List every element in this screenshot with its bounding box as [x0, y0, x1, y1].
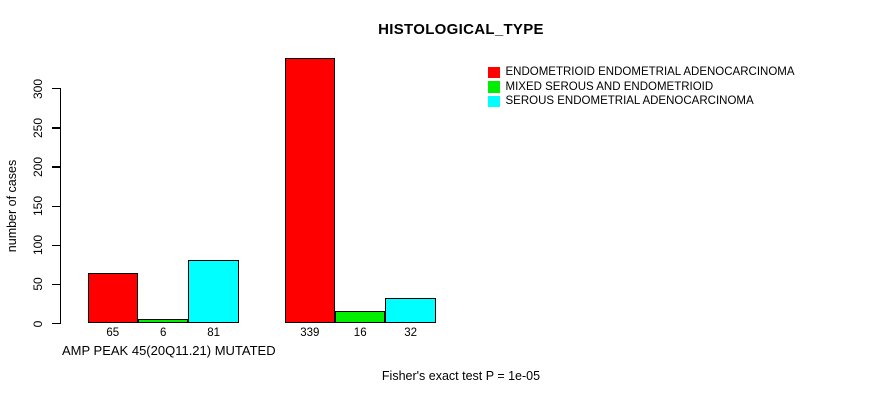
legend: ENDOMETRIOID ENDOMETRIAL ADENOCARCINOMA M… [488, 65, 795, 109]
legend-label: SEROUS ENDOMETRIAL ADENOCARCINOMA [505, 95, 754, 108]
legend-label: ENDOMETRIOID ENDOMETRIAL ADENOCARCINOMA [505, 66, 795, 79]
bar-value-label: 65 [106, 327, 120, 339]
legend-swatch [488, 95, 500, 108]
bar-value-label: 339 [300, 327, 320, 339]
y-axis-tick [52, 205, 61, 207]
y-axis-tick [52, 322, 61, 325]
y-axis-tick-label: 0 [31, 320, 45, 327]
y-axis-tick [52, 88, 61, 90]
y-axis-tick [52, 127, 61, 129]
y-axis-tick [52, 283, 61, 286]
legend-label: MIXED SEROUS AND ENDOMETRIOID [505, 80, 714, 93]
bar-value-label: 81 [207, 327, 220, 339]
bar [188, 260, 239, 324]
legend-swatch [488, 66, 500, 79]
y-axis-tick-label: 100 [31, 235, 45, 256]
bar-value-label: 32 [404, 327, 417, 339]
legend-item: MIXED SEROUS AND ENDOMETRIOID [488, 80, 795, 95]
bar [87, 272, 138, 324]
y-axis-line [60, 88, 62, 324]
legend-item: SEROUS ENDOMETRIAL ADENOCARCINOMA [488, 94, 795, 109]
chart-title: HISTOLOGICAL_TYPE [378, 21, 544, 38]
y-axis-tick [52, 166, 61, 168]
y-axis-tick [52, 244, 61, 246]
y-axis-tick-label: 150 [31, 196, 45, 217]
x-axis-label: AMP PEAK 45(20Q11.21) MUTATED [62, 343, 276, 358]
bar [138, 318, 189, 324]
bar-value-label: 6 [159, 327, 167, 339]
y-axis-tick-label: 200 [31, 156, 45, 177]
bar-value-label: 16 [353, 327, 367, 339]
y-axis-tick-label: 250 [31, 117, 45, 138]
legend-item: ENDOMETRIOID ENDOMETRIAL ADENOCARCINOMA [488, 65, 795, 80]
y-axis-tick-label: 50 [31, 277, 45, 292]
bar [284, 58, 335, 324]
fisher-test-annotation: Fisher's exact test P = 1e-05 [381, 369, 541, 383]
bar [385, 298, 436, 324]
y-axis-label: number of cases [5, 159, 19, 253]
bar [335, 310, 386, 324]
legend-swatch [488, 81, 500, 93]
y-axis-tick-label: 300 [31, 78, 45, 99]
